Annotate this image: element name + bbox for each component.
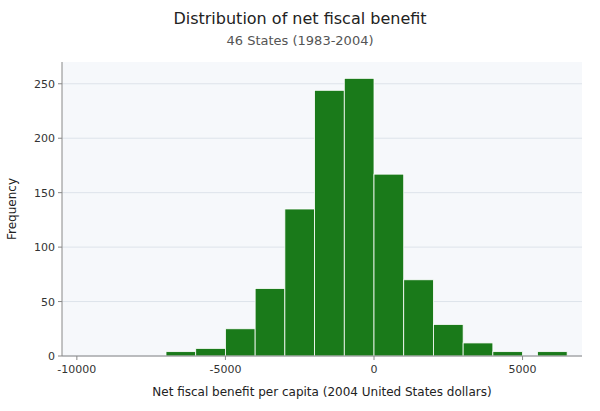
bar <box>493 352 523 356</box>
grid-line <box>62 83 582 84</box>
grid-line <box>62 356 582 357</box>
chart: -10000 -5000 0 5000 0 50 100 150 200 250 Distribut… <box>0 0 600 411</box>
y-tick <box>58 192 62 193</box>
y-tick <box>58 83 62 84</box>
y-axis-line <box>62 62 63 356</box>
x-tick-label: -10000 <box>57 363 96 376</box>
bar <box>404 280 434 356</box>
y-tick-label: 100 <box>34 241 55 254</box>
y-tick <box>58 356 62 357</box>
bar <box>285 209 315 356</box>
bars <box>166 78 567 356</box>
y-tick <box>58 138 62 139</box>
bar <box>374 174 404 356</box>
bar <box>196 348 226 356</box>
x-tick <box>374 356 375 360</box>
y-tick-label: 250 <box>34 78 55 91</box>
plot-area <box>62 62 582 356</box>
subtitle: 46 States (1983-2004) <box>227 33 374 48</box>
y-tick <box>58 301 62 302</box>
x-tick-label: 0 <box>371 363 378 376</box>
y-tick-label: 50 <box>41 296 55 309</box>
y-tick-label: 0 <box>48 350 55 363</box>
bar <box>225 329 255 356</box>
x-tick <box>225 356 226 360</box>
x-tick <box>76 356 77 360</box>
bar <box>255 288 285 356</box>
bar <box>537 352 567 356</box>
bar <box>315 90 345 356</box>
y-tick-label: 200 <box>34 132 55 145</box>
x-tick-label: -5000 <box>209 363 241 376</box>
y-tick <box>58 247 62 248</box>
bar <box>463 343 493 356</box>
bar <box>433 324 463 356</box>
x-tick <box>522 356 523 360</box>
y-axis-label: Frequency <box>5 178 19 240</box>
bar <box>166 352 196 356</box>
x-tick-label: 5000 <box>509 363 537 376</box>
y-tick-label: 150 <box>34 187 55 200</box>
x-axis-label: Net fiscal benefit per capita (2004 Unit… <box>152 385 491 399</box>
x-axis-line <box>62 356 582 357</box>
bar <box>344 78 374 356</box>
title: Distribution of net fiscal benefit <box>173 9 426 28</box>
